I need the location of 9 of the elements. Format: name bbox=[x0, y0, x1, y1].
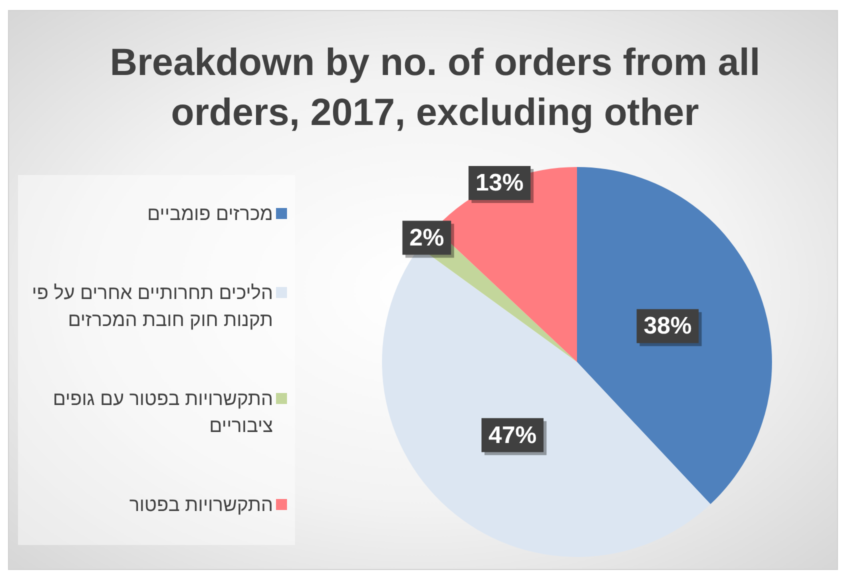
chart-title: Breakdown by no. of orders from all orders, 2017, excluding other bbox=[108, 41, 762, 136]
data-label: 13% bbox=[476, 170, 524, 197]
legend-label: התקשרויות בפטור bbox=[129, 494, 273, 518]
legend-label: התקשרויות בפטור עם גופים ציבוריים bbox=[52, 388, 273, 439]
legend-label: הליכים תחרותיים אחרים על פי תקנות חוק חובת המכרזים bbox=[30, 282, 273, 333]
legend-label: מכרזים פומביים bbox=[147, 203, 273, 227]
data-label: 47% bbox=[488, 422, 537, 449]
data-label: 2% bbox=[409, 224, 444, 252]
data-label: 38% bbox=[644, 312, 692, 340]
